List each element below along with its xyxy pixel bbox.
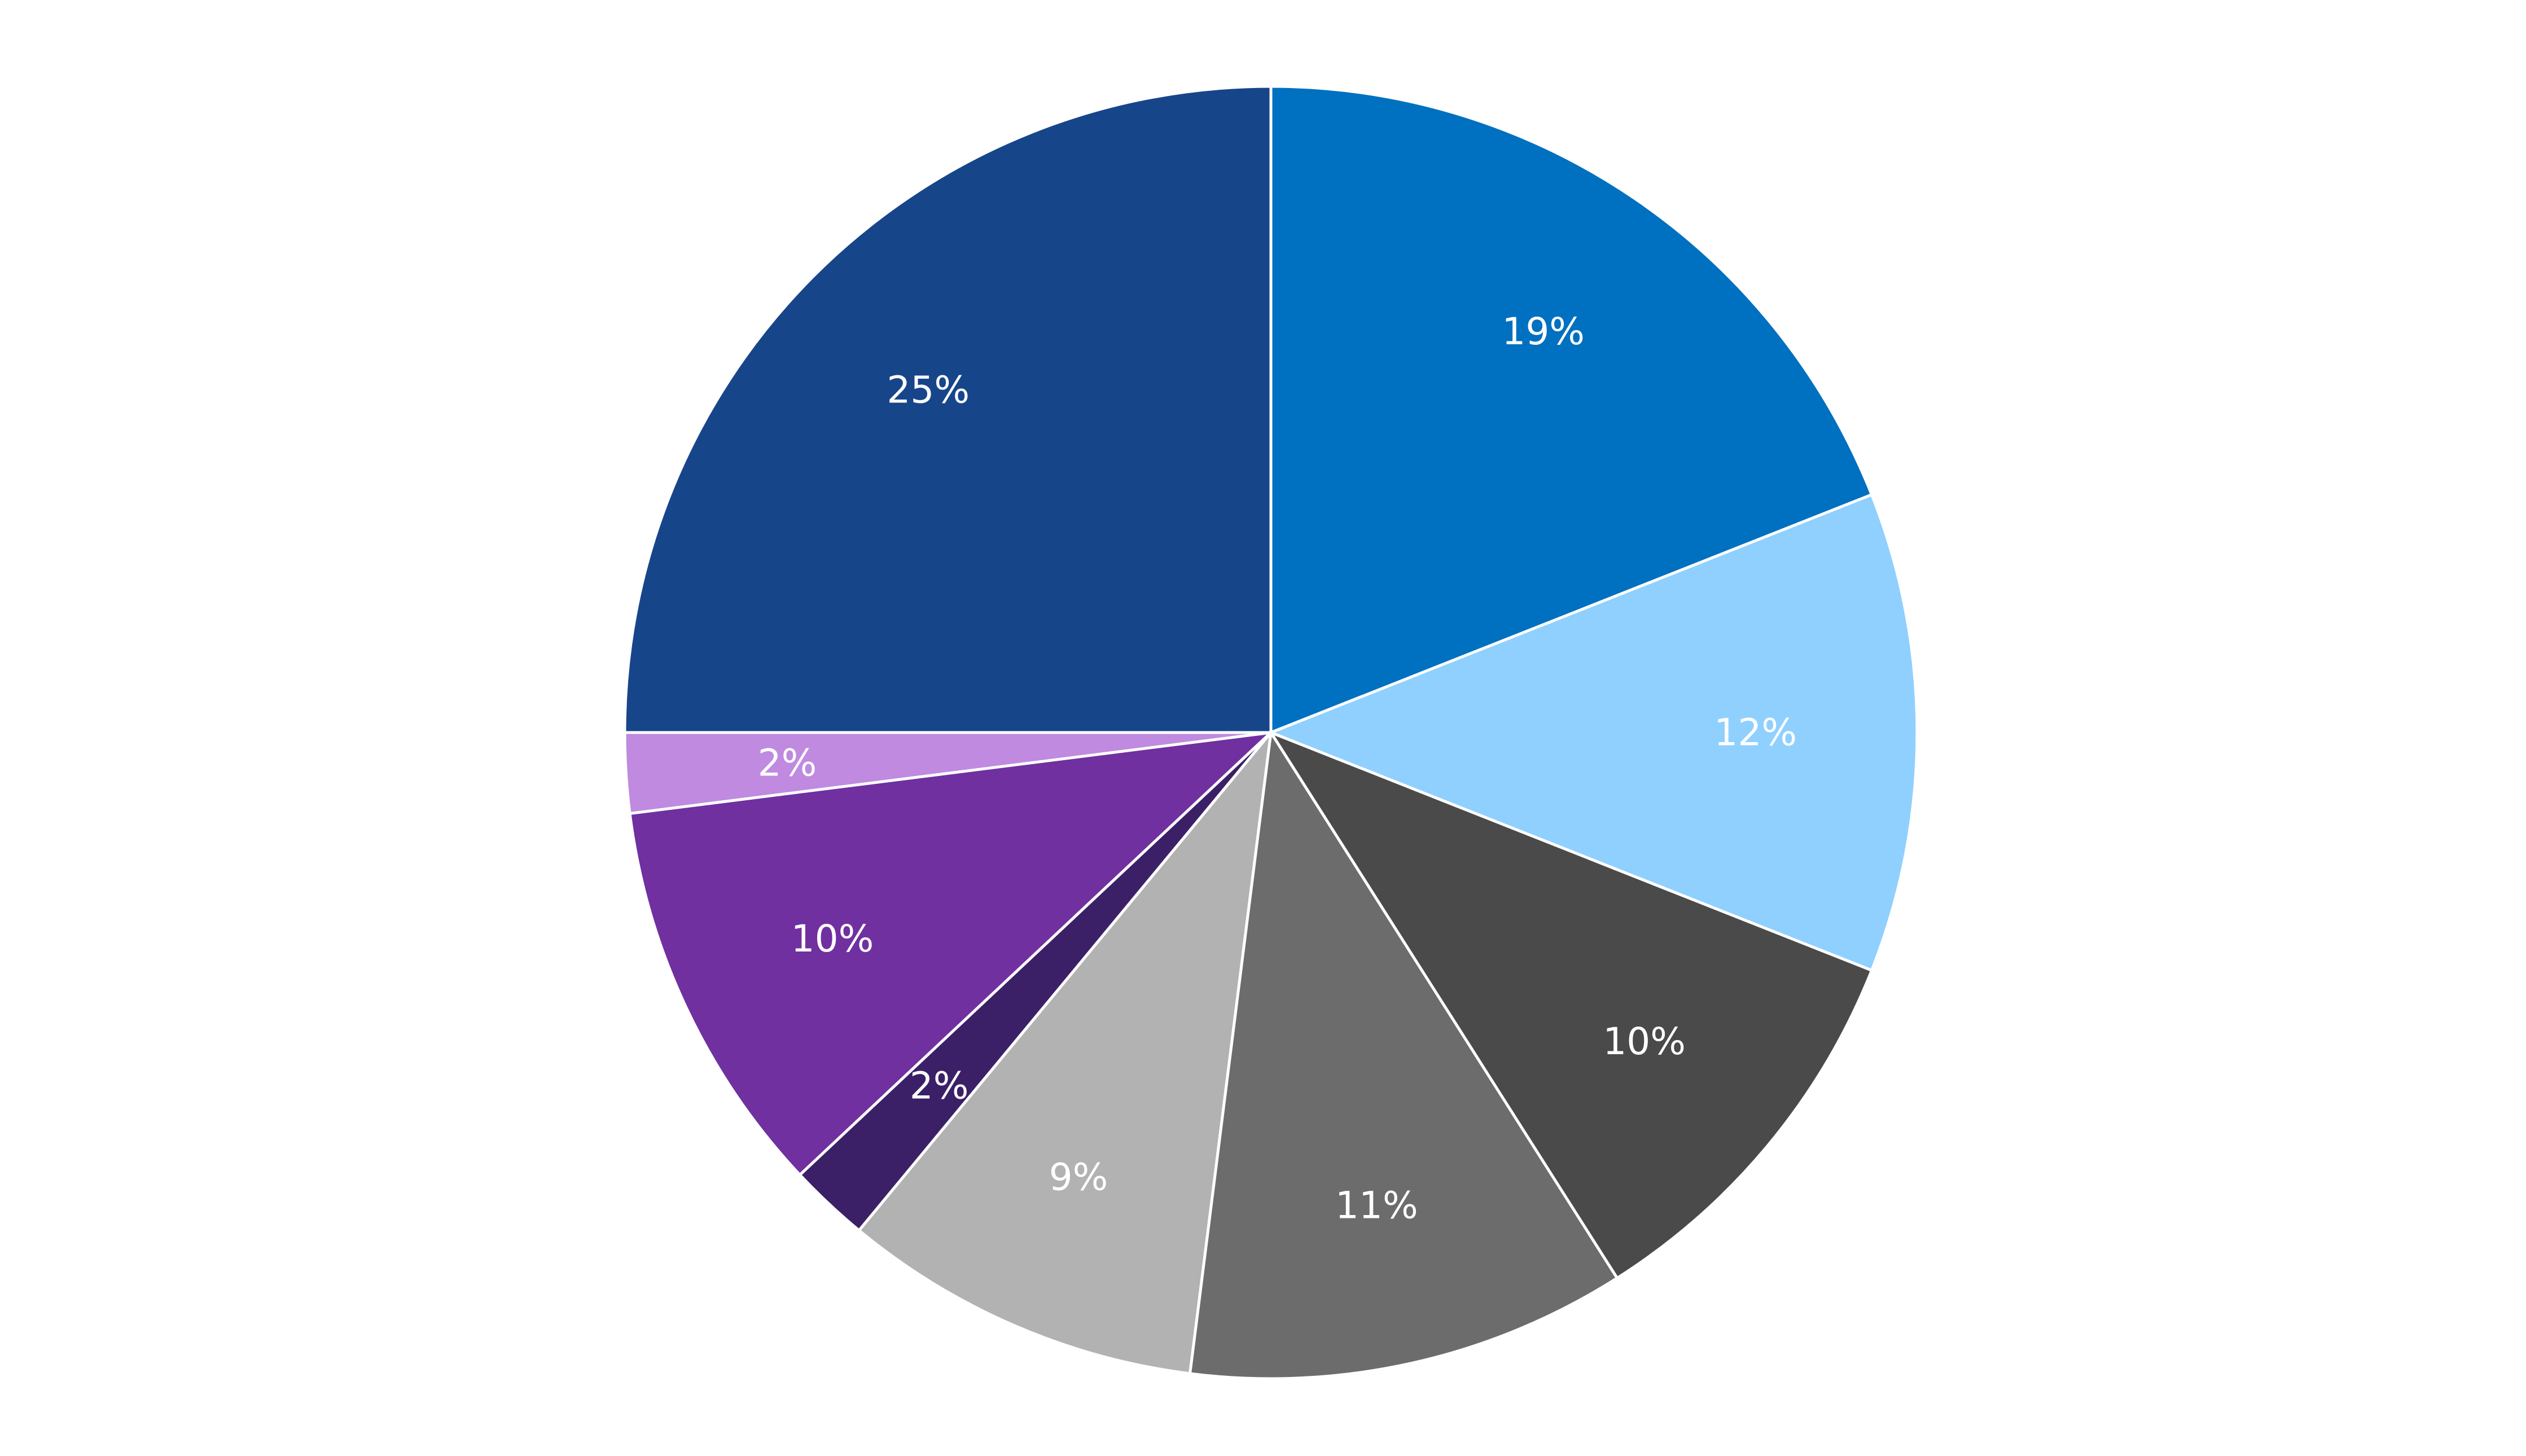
- pie-data-label-7: 10%: [791, 917, 874, 961]
- pie-data-label-6: 2%: [910, 1064, 969, 1108]
- pie-slice-9: [623, 85, 1273, 734]
- pie-data-label-2: 12%: [1714, 711, 1797, 755]
- pie-data-label-3: 10%: [1603, 1020, 1686, 1063]
- pie-data-label-5: 9%: [1049, 1156, 1108, 1199]
- pie-slice-2: [1269, 493, 1919, 972]
- pie-data-label-4: 11%: [1335, 1184, 1418, 1227]
- pie-slices: [623, 85, 1919, 1380]
- pie-data-label-8: 2%: [758, 741, 817, 784]
- pie-data-label-1: 19%: [1502, 310, 1585, 353]
- pie-slice-5: [857, 731, 1273, 1375]
- pie-data-labels: 19% 12% 10% 11% 9% 2% 10% 2% 25%: [758, 310, 1797, 1227]
- pie-slice-7: [628, 731, 1273, 1177]
- pie-slice-4: [1188, 731, 1619, 1380]
- pie-slice-1: [1269, 85, 1874, 734]
- pie-slice-3: [1269, 731, 1874, 1280]
- pie-data-label-9: 25%: [887, 368, 970, 411]
